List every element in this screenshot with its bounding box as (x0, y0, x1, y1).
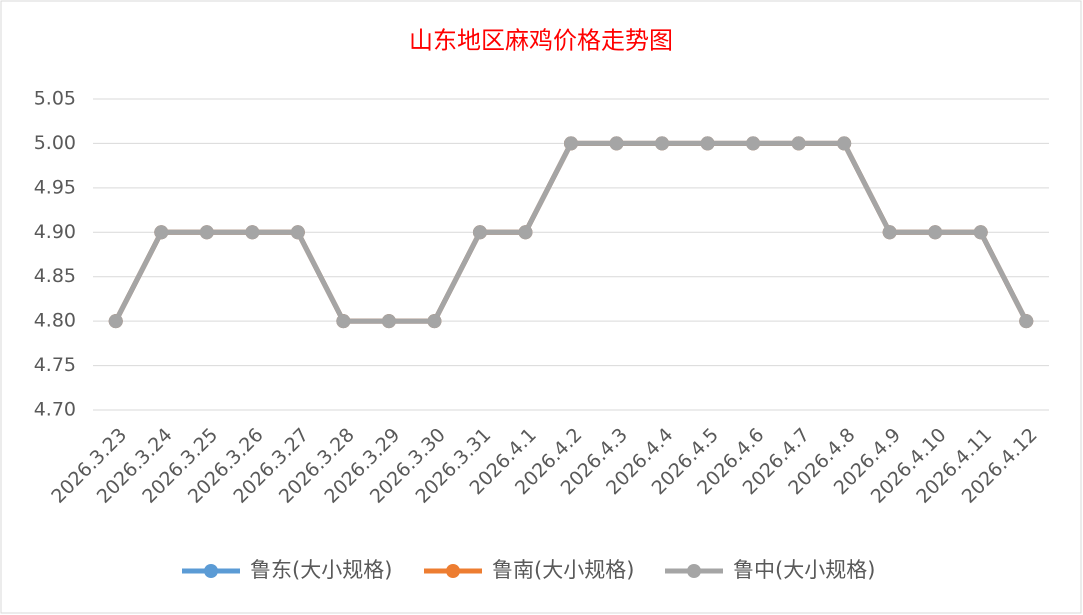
data-point (472, 225, 487, 240)
legend-marker (687, 564, 701, 578)
y-tick-label: 4.95 (34, 176, 76, 198)
legend-label: 鲁东(大小规格) (250, 558, 392, 582)
data-point (336, 314, 351, 329)
data-point (1019, 314, 1034, 329)
data-point (928, 225, 943, 240)
legend-marker (204, 564, 218, 578)
y-tick-label: 4.80 (34, 310, 76, 332)
data-point (973, 225, 988, 240)
data-point (837, 136, 852, 151)
y-tick-label: 4.75 (34, 354, 76, 376)
data-point (791, 136, 806, 151)
data-point (518, 225, 533, 240)
data-point (655, 136, 670, 151)
data-point (108, 314, 123, 329)
data-point (154, 225, 169, 240)
y-tick-label: 5.05 (34, 88, 76, 110)
data-point (381, 314, 396, 329)
data-point (199, 225, 214, 240)
y-tick-label: 5.00 (34, 132, 76, 154)
data-point (746, 136, 761, 151)
data-point (700, 136, 715, 151)
y-tick-label: 4.70 (34, 399, 76, 421)
data-point (564, 136, 578, 151)
chart-title: 山东地区麻鸡价格走势图 (409, 27, 673, 55)
data-point (882, 225, 897, 240)
data-point (427, 314, 442, 329)
legend-label: 鲁中(大小规格) (733, 558, 875, 582)
legend-label: 鲁南(大小规格) (492, 558, 634, 582)
data-point (290, 225, 305, 240)
y-tick-label: 4.85 (34, 265, 76, 287)
y-tick-label: 4.90 (34, 221, 76, 243)
data-point (609, 136, 624, 151)
data-point (245, 225, 260, 240)
legend-marker (446, 564, 460, 578)
